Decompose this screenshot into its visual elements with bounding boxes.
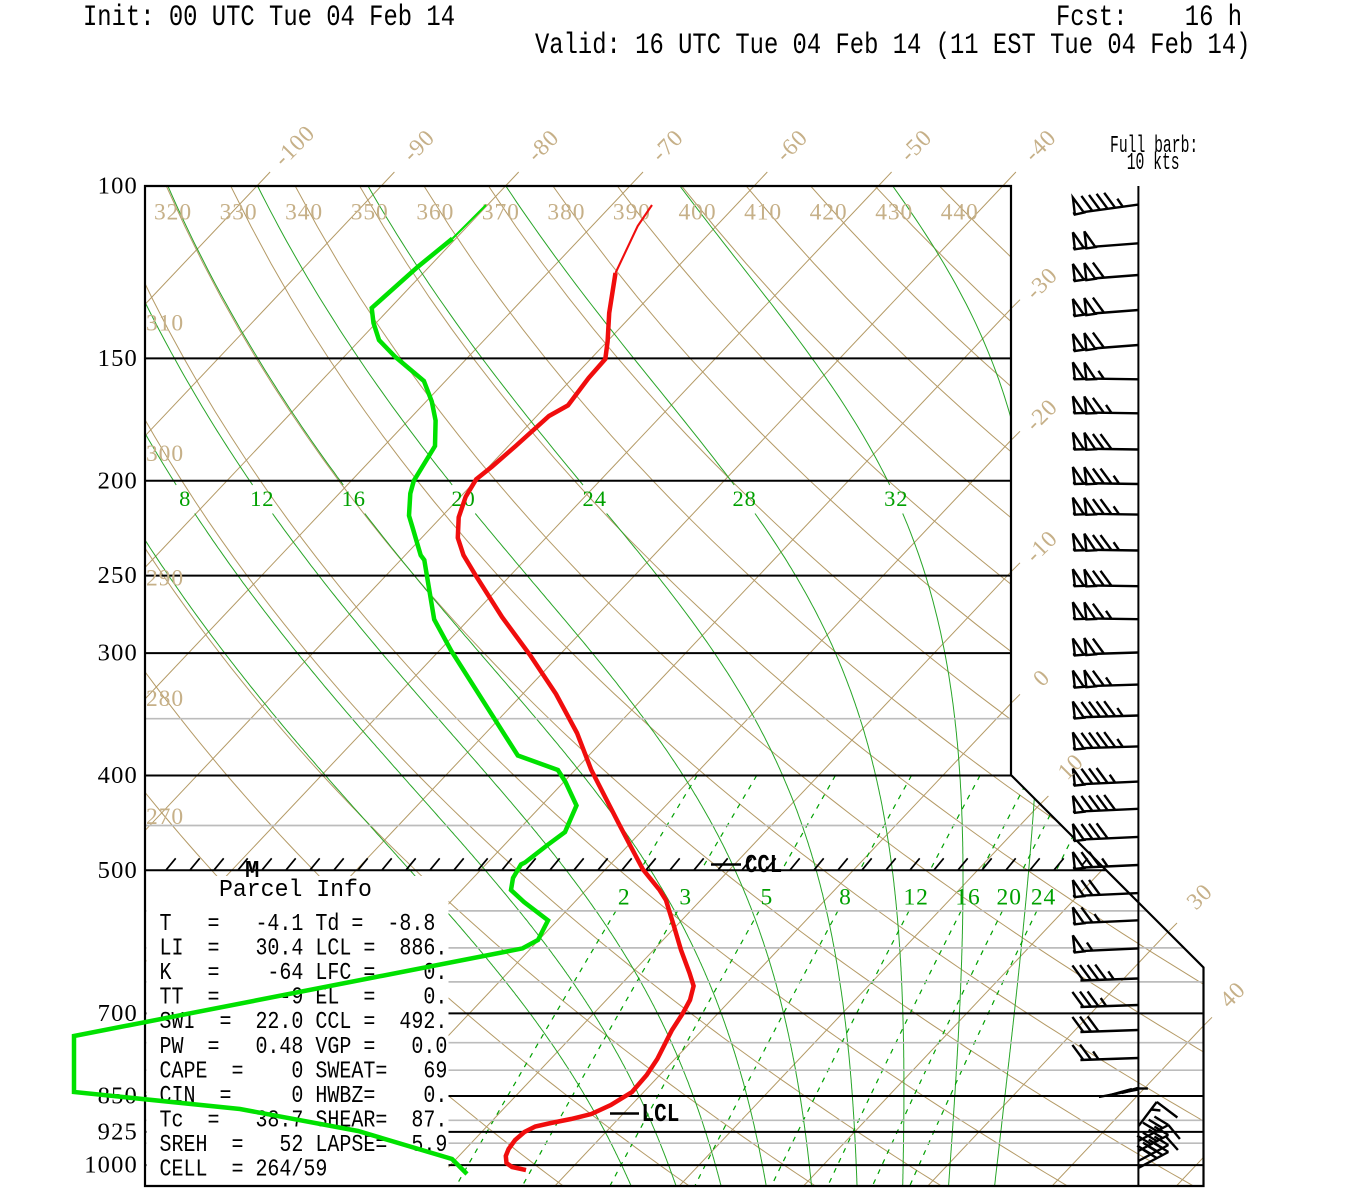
- svg-text:700: 700: [98, 1000, 138, 1027]
- svg-text:1000: 1000: [84, 1152, 138, 1179]
- svg-text:380: 380: [547, 200, 585, 226]
- svg-text:370: 370: [482, 200, 520, 226]
- svg-text:340: 340: [285, 200, 323, 226]
- svg-text:250: 250: [98, 562, 138, 589]
- svg-text:100: 100: [98, 173, 138, 200]
- svg-text:SWI = 22.0 CCL = 492.: SWI = 22.0 CCL = 492.: [160, 1009, 448, 1036]
- svg-text:440: 440: [941, 200, 979, 226]
- svg-text:200: 200: [98, 467, 138, 494]
- svg-text:12: 12: [250, 486, 274, 511]
- svg-text:150: 150: [98, 345, 138, 372]
- svg-text:320: 320: [154, 200, 192, 226]
- svg-text:Init: 00 UTC Tue 04 Feb 14: Init: 00 UTC Tue 04 Feb 14: [83, 1, 455, 35]
- svg-text:Fcst: 16 h: Fcst: 16 h: [1056, 1, 1242, 35]
- svg-text:300: 300: [98, 640, 138, 667]
- svg-text:420: 420: [810, 200, 848, 226]
- svg-text:430: 430: [875, 200, 913, 226]
- svg-text:8: 8: [839, 885, 852, 911]
- svg-text:12: 12: [903, 885, 928, 911]
- svg-text:24: 24: [583, 486, 607, 511]
- svg-text:T = -4.1 Td = -8.8: T = -4.1 Td = -8.8: [160, 910, 436, 937]
- svg-text:CCL: CCL: [745, 851, 782, 881]
- svg-text:24: 24: [1031, 885, 1056, 911]
- svg-text:28: 28: [732, 486, 756, 511]
- svg-text:290: 290: [146, 566, 184, 592]
- svg-text:5: 5: [760, 885, 773, 911]
- svg-text:LI = 30.4 LCL = 886.: LI = 30.4 LCL = 886.: [160, 935, 448, 962]
- svg-text:TT = -9 EL = 0.: TT = -9 EL = 0.: [160, 984, 448, 1011]
- svg-text:925: 925: [98, 1119, 138, 1146]
- svg-text:2: 2: [618, 885, 631, 911]
- svg-text:10 kts: 10 kts: [1127, 149, 1180, 177]
- svg-text:350: 350: [351, 200, 389, 226]
- svg-text:300: 300: [146, 441, 184, 467]
- svg-text:CAPE = 0 SWEAT= 69: CAPE = 0 SWEAT= 69: [160, 1058, 448, 1085]
- svg-text:32: 32: [884, 486, 908, 511]
- svg-text:330: 330: [220, 200, 258, 226]
- svg-text:3: 3: [679, 885, 692, 911]
- svg-text:CELL = 264/59: CELL = 264/59: [160, 1156, 328, 1183]
- svg-text:410: 410: [744, 200, 782, 226]
- svg-text:360: 360: [416, 200, 454, 226]
- svg-text:16: 16: [342, 486, 366, 511]
- svg-text:Valid: 16 UTC Tue 04 Feb 14 (1: Valid: 16 UTC Tue 04 Feb 14 (11 EST Tue …: [535, 29, 1250, 63]
- svg-text:Parcel Info: Parcel Info: [219, 877, 372, 904]
- svg-text:400: 400: [98, 762, 138, 789]
- svg-text:390: 390: [613, 200, 651, 226]
- svg-text:LCL: LCL: [642, 1100, 680, 1130]
- svg-text:PW = 0.48 VGP = 0.0: PW = 0.48 VGP = 0.0: [160, 1033, 448, 1060]
- svg-text:20: 20: [997, 885, 1022, 911]
- svg-text:Full barb:: Full barb:: [1110, 132, 1198, 160]
- svg-text:8: 8: [179, 486, 191, 511]
- svg-text:16: 16: [955, 885, 980, 911]
- svg-text:270: 270: [146, 804, 184, 830]
- svg-text:310: 310: [146, 311, 184, 337]
- svg-text:500: 500: [98, 857, 138, 884]
- svg-text:280: 280: [146, 686, 184, 712]
- svg-text:400: 400: [679, 200, 717, 226]
- svg-text:M: M: [245, 858, 259, 885]
